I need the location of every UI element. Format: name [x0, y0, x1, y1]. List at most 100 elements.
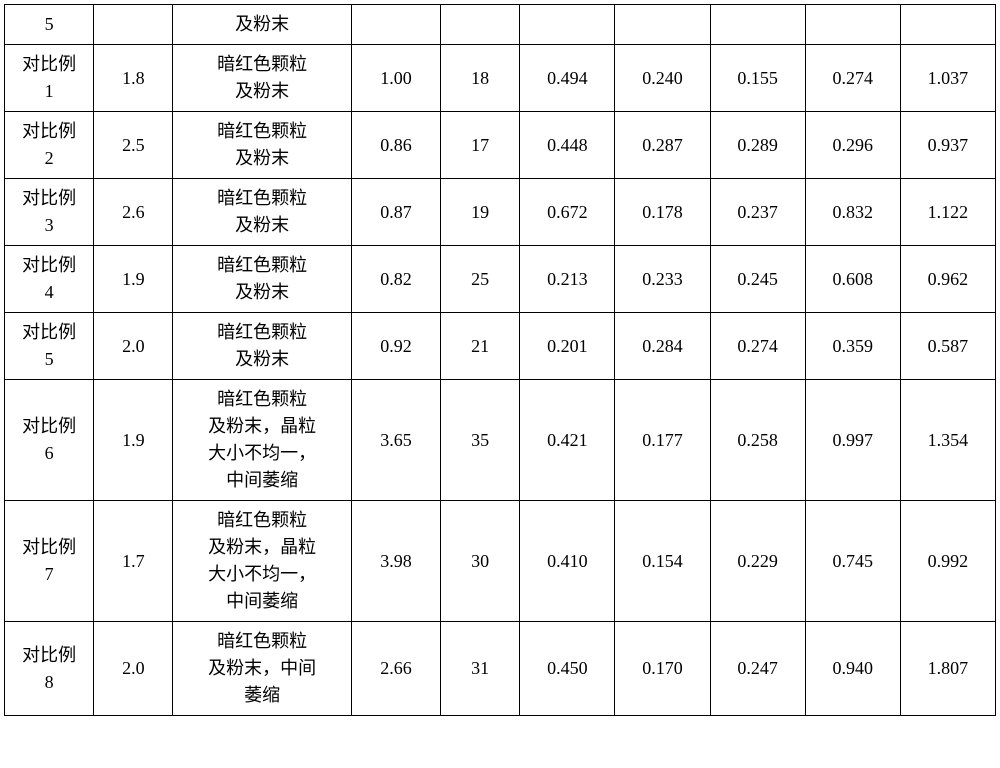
cell-value: 0.274: [805, 45, 900, 112]
cell-label: 5: [5, 5, 94, 45]
cell-value: [520, 5, 615, 45]
cell-value: [900, 5, 995, 45]
cell-description: 暗红色颗粒 及粉末: [173, 45, 351, 112]
cell-value: 0.997: [805, 380, 900, 501]
table-row: 对比例 6 1.9 暗红色颗粒 及粉末，晶粒 大小不均一， 中间萎缩 3.65 …: [5, 380, 996, 501]
cell-value: 0.287: [615, 112, 710, 179]
cell-value: 0.940: [805, 622, 900, 716]
cell-value: 0.359: [805, 313, 900, 380]
cell-value: 0.92: [351, 313, 440, 380]
cell-value: 0.992: [900, 501, 995, 622]
cell-value: 31: [441, 622, 520, 716]
cell-value: 0.170: [615, 622, 710, 716]
cell-description: 及粉末: [173, 5, 351, 45]
cell-label: 对比例 4: [5, 246, 94, 313]
cell-value: 19: [441, 179, 520, 246]
cell-value: 0.82: [351, 246, 440, 313]
cell-label: 对比例 2: [5, 112, 94, 179]
cell-value: 0.284: [615, 313, 710, 380]
cell-value: 0.450: [520, 622, 615, 716]
cell-value: 0.587: [900, 313, 995, 380]
table-row: 对比例 8 2.0 暗红色颗粒 及粉末，中间 萎缩 2.66 31 0.450 …: [5, 622, 996, 716]
cell-value: [94, 5, 173, 45]
cell-value: 0.608: [805, 246, 900, 313]
cell-value: 1.354: [900, 380, 995, 501]
cell-value: 0.155: [710, 45, 805, 112]
cell-description: 暗红色颗粒 及粉末: [173, 112, 351, 179]
cell-value: 2.66: [351, 622, 440, 716]
cell-value: 2.0: [94, 622, 173, 716]
cell-value: 30: [441, 501, 520, 622]
cell-value: 0.87: [351, 179, 440, 246]
cell-value: 0.213: [520, 246, 615, 313]
cell-value: 0.448: [520, 112, 615, 179]
cell-description: 暗红色颗粒 及粉末: [173, 246, 351, 313]
cell-value: 0.178: [615, 179, 710, 246]
cell-value: 0.245: [710, 246, 805, 313]
cell-label: 对比例 8: [5, 622, 94, 716]
table-row: 5 及粉末: [5, 5, 996, 45]
cell-value: 1.807: [900, 622, 995, 716]
cell-value: 2.0: [94, 313, 173, 380]
table-row: 对比例 5 2.0 暗红色颗粒 及粉末 0.92 21 0.201 0.284 …: [5, 313, 996, 380]
cell-value: 1.122: [900, 179, 995, 246]
cell-value: 0.296: [805, 112, 900, 179]
cell-value: 0.258: [710, 380, 805, 501]
cell-value: 0.229: [710, 501, 805, 622]
cell-value: 0.201: [520, 313, 615, 380]
cell-value: 0.247: [710, 622, 805, 716]
cell-value: 0.494: [520, 45, 615, 112]
cell-value: 0.237: [710, 179, 805, 246]
cell-value: 25: [441, 246, 520, 313]
cell-value: [710, 5, 805, 45]
cell-value: 0.832: [805, 179, 900, 246]
cell-label: 对比例 7: [5, 501, 94, 622]
cell-value: 1.8: [94, 45, 173, 112]
cell-value: [351, 5, 440, 45]
cell-value: 0.177: [615, 380, 710, 501]
cell-value: 3.65: [351, 380, 440, 501]
table-row: 对比例 7 1.7 暗红色颗粒 及粉末，晶粒 大小不均一， 中间萎缩 3.98 …: [5, 501, 996, 622]
cell-description: 暗红色颗粒 及粉末，晶粒 大小不均一， 中间萎缩: [173, 380, 351, 501]
cell-value: 0.421: [520, 380, 615, 501]
cell-value: 2.6: [94, 179, 173, 246]
cell-value: 0.86: [351, 112, 440, 179]
cell-value: 18: [441, 45, 520, 112]
cell-value: 0.233: [615, 246, 710, 313]
cell-value: 0.154: [615, 501, 710, 622]
cell-value: [615, 5, 710, 45]
cell-value: 0.410: [520, 501, 615, 622]
table-row: 对比例 3 2.6 暗红色颗粒 及粉末 0.87 19 0.672 0.178 …: [5, 179, 996, 246]
cell-label: 对比例 3: [5, 179, 94, 246]
cell-value: 1.00: [351, 45, 440, 112]
cell-value: 21: [441, 313, 520, 380]
cell-value: 2.5: [94, 112, 173, 179]
cell-value: 0.274: [710, 313, 805, 380]
cell-value: 0.937: [900, 112, 995, 179]
cell-value: 3.98: [351, 501, 440, 622]
cell-value: [805, 5, 900, 45]
cell-label: 对比例 1: [5, 45, 94, 112]
cell-value: 0.240: [615, 45, 710, 112]
table-body: 5 及粉末 对比例 1 1.8 暗红色颗粒 及粉末 1.00 18 0.494 …: [5, 5, 996, 716]
cell-label: 对比例 6: [5, 380, 94, 501]
cell-label: 对比例 5: [5, 313, 94, 380]
cell-value: 0.962: [900, 246, 995, 313]
cell-value: 0.672: [520, 179, 615, 246]
cell-value: 1.7: [94, 501, 173, 622]
cell-description: 暗红色颗粒 及粉末，晶粒 大小不均一， 中间萎缩: [173, 501, 351, 622]
cell-value: 17: [441, 112, 520, 179]
cell-description: 暗红色颗粒 及粉末: [173, 179, 351, 246]
cell-value: 0.745: [805, 501, 900, 622]
data-table: 5 及粉末 对比例 1 1.8 暗红色颗粒 及粉末 1.00 18 0.494 …: [4, 4, 996, 716]
table-row: 对比例 1 1.8 暗红色颗粒 及粉末 1.00 18 0.494 0.240 …: [5, 45, 996, 112]
cell-value: 1.037: [900, 45, 995, 112]
cell-description: 暗红色颗粒 及粉末: [173, 313, 351, 380]
cell-value: 0.289: [710, 112, 805, 179]
table-row: 对比例 2 2.5 暗红色颗粒 及粉末 0.86 17 0.448 0.287 …: [5, 112, 996, 179]
table-row: 对比例 4 1.9 暗红色颗粒 及粉末 0.82 25 0.213 0.233 …: [5, 246, 996, 313]
cell-value: 1.9: [94, 380, 173, 501]
cell-value: 35: [441, 380, 520, 501]
cell-value: [441, 5, 520, 45]
cell-value: 1.9: [94, 246, 173, 313]
